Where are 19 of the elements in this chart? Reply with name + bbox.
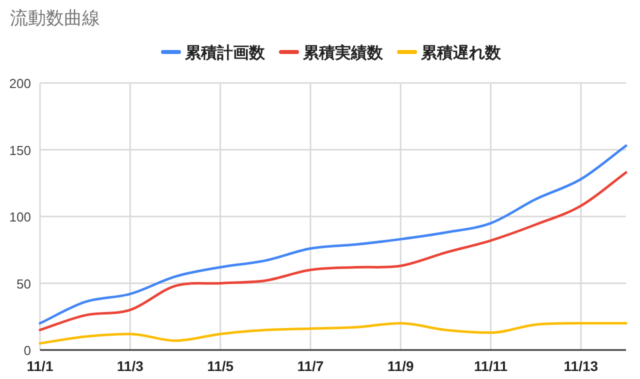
x-tick-label: 11/5 bbox=[207, 358, 234, 374]
x-tick-label: 11/13 bbox=[564, 358, 598, 374]
y-tick-label: 200 bbox=[9, 76, 31, 91]
legend-label: 累積遅れ数 bbox=[420, 44, 502, 62]
x-tick-label: 11/1 bbox=[26, 358, 54, 374]
x-tick-label: 11/11 bbox=[474, 358, 508, 374]
line-series bbox=[38, 171, 628, 332]
y-tick-label: 150 bbox=[9, 142, 31, 158]
line-series bbox=[38, 144, 628, 325]
line-series bbox=[38, 322, 628, 345]
x-tick-label: 11/3 bbox=[116, 358, 144, 374]
y-tick-label: 0 bbox=[24, 343, 31, 358]
x-tick-label: 11/7 bbox=[297, 358, 324, 374]
legend-label: 累積実績数 bbox=[302, 43, 384, 62]
chart-title: 流動数曲線 bbox=[10, 8, 100, 28]
y-tick-label: 100 bbox=[9, 210, 31, 224]
legend-label: 累積計画数 bbox=[184, 44, 266, 62]
y-tick-label: 50 bbox=[16, 276, 31, 292]
x-tick-label: 11/9 bbox=[387, 358, 414, 374]
